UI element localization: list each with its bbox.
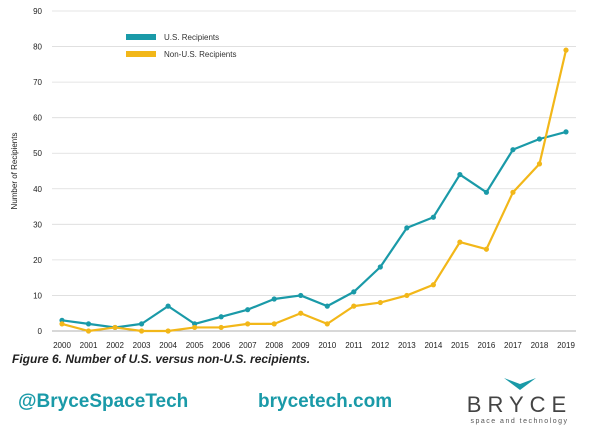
y-tick-label: 0 — [38, 327, 43, 336]
data-point — [192, 324, 198, 331]
y-axis-label: Number of Recipients — [10, 133, 19, 210]
series-line-2 — [61, 49, 568, 333]
data-point — [85, 321, 92, 327]
data-point — [377, 299, 383, 306]
twitter-handle-link[interactable]: @BryceSpaceTech — [18, 391, 189, 412]
x-tick-label: 2012 — [371, 341, 389, 350]
y-tick-label: 20 — [33, 256, 42, 265]
bryce-chevron-icon — [504, 378, 536, 390]
y-tick-label: 30 — [33, 220, 42, 229]
data-point — [298, 292, 304, 299]
data-point — [59, 317, 65, 323]
series-line-1 — [61, 130, 567, 329]
data-point — [324, 321, 330, 327]
data-point — [510, 147, 516, 153]
figure-caption: Figure 6. Number of U.S. versus non-U.S.… — [12, 352, 311, 366]
y-tick-label: 60 — [33, 114, 42, 123]
data-point — [165, 328, 171, 334]
x-tick-label: 2002 — [106, 341, 124, 350]
y-tick-label: 70 — [33, 78, 42, 87]
x-tick-label: 2004 — [159, 341, 177, 350]
y-tick-label: 90 — [33, 7, 42, 16]
data-point — [404, 225, 410, 231]
data-point — [510, 189, 516, 195]
data-point — [218, 314, 224, 320]
x-tick-label: 2003 — [133, 341, 151, 350]
x-tick-label: 2015 — [451, 341, 469, 350]
data-point — [430, 282, 436, 288]
website-link[interactable]: brycetech.com — [258, 391, 393, 412]
legend-label-1: U.S. Recipients — [164, 33, 219, 42]
data-point — [245, 307, 251, 313]
x-tick-label: 2018 — [531, 341, 549, 350]
x-tick-label: 2008 — [265, 341, 283, 350]
data-point — [351, 303, 357, 309]
y-tick-label: 10 — [33, 291, 42, 300]
x-tick-label: 2016 — [478, 341, 496, 350]
data-point — [59, 321, 65, 327]
y-tick-label: 80 — [33, 43, 42, 52]
x-tick-label: 2000 — [53, 341, 71, 350]
x-tick-label: 2006 — [212, 341, 230, 350]
y-tick-label: 50 — [33, 149, 42, 158]
data-point — [245, 321, 251, 327]
x-tick-label: 2010 — [318, 341, 336, 350]
legend-swatch-1 — [126, 34, 156, 40]
data-point — [377, 264, 383, 270]
data-point — [430, 214, 436, 220]
brand-tagline: space and technology — [470, 418, 569, 425]
data-point — [271, 296, 277, 302]
data-point — [563, 47, 569, 53]
x-tick-label: 2014 — [424, 341, 442, 350]
data-point — [165, 303, 171, 309]
x-tick-label: 2011 — [345, 341, 363, 350]
data-point — [483, 246, 490, 252]
x-tick-label: 2017 — [504, 341, 522, 350]
line-chart: 0 10 20 30 40 50 60 70 80 90 2000 2001 2002 2003 2004 2… — [10, 7, 576, 350]
data-point — [457, 171, 463, 178]
x-tick-label: 2013 — [398, 341, 416, 350]
y-tick-label: 40 — [33, 185, 42, 194]
data-point — [351, 289, 357, 295]
x-tick-label: 2001 — [80, 341, 98, 350]
data-point — [563, 129, 569, 135]
data-point — [218, 324, 224, 331]
data-point — [138, 328, 145, 334]
data-point — [85, 328, 92, 334]
data-point — [192, 321, 198, 327]
x-tick-label: 2019 — [557, 341, 575, 350]
bryce-logo: BRYCE space and technology — [452, 378, 587, 434]
data-point — [138, 321, 145, 327]
data-point — [271, 321, 277, 327]
data-point — [536, 136, 543, 142]
x-tick-label: 2005 — [186, 341, 204, 350]
legend-swatch-2 — [126, 51, 156, 57]
data-point — [298, 310, 304, 316]
legend-label-2: Non-U.S. Recipients — [164, 50, 236, 59]
x-tick-label: 2009 — [292, 341, 310, 350]
data-point — [404, 292, 410, 299]
x-tick-label: 2007 — [239, 341, 257, 350]
data-point — [457, 239, 463, 245]
data-point — [324, 303, 330, 309]
data-point — [112, 324, 118, 331]
data-point — [536, 161, 543, 167]
data-point — [483, 189, 490, 195]
brand-name: BRYCE — [466, 392, 573, 417]
